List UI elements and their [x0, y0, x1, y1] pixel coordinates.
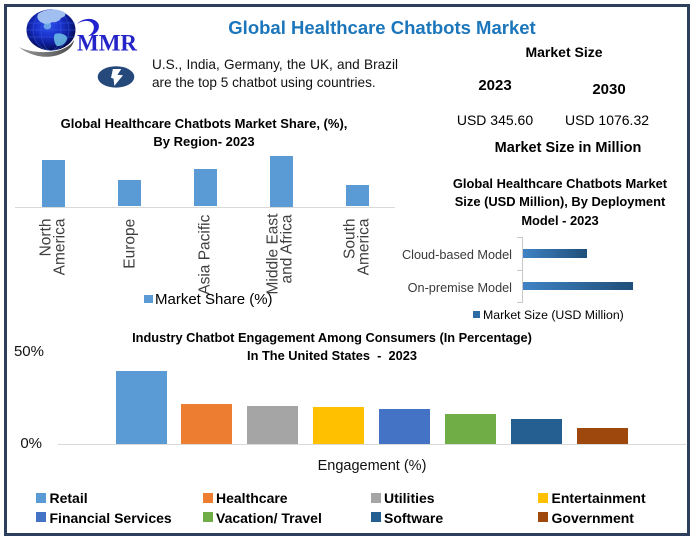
svg-text:MMR: MMR	[77, 31, 137, 56]
